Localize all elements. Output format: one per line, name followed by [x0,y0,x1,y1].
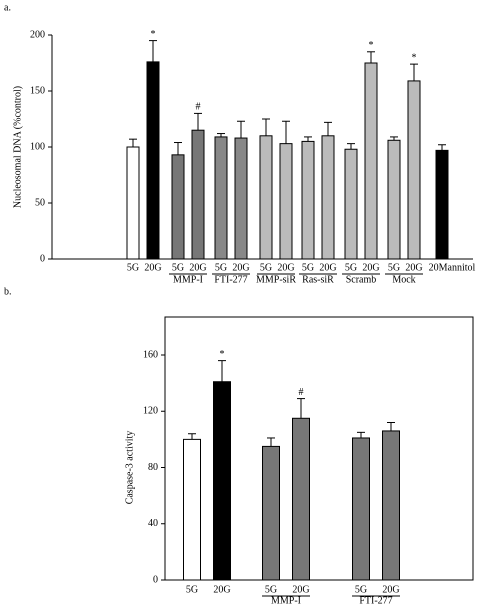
bar [262,445,280,581]
bar [321,135,335,260]
bar [352,437,370,581]
y-tick-label: 0 [40,253,45,264]
x-tick-label: 20G [382,584,399,595]
group-label: FTI-277 [359,595,392,605]
x-tick-label: 5G [260,262,272,273]
y-tick-label: 100 [30,141,45,152]
annotation: * [220,349,225,360]
x-tick-label: 5G [127,262,139,273]
y-axis-title: Nucleosomal DNA (%control) [12,86,23,208]
group-label: MMP-I [271,595,301,605]
panel-label: a. [4,2,11,13]
bar [183,438,201,581]
y-tick-label: 150 [30,85,45,96]
x-tick-label: 20Mannitol [429,262,476,273]
y-tick-label: 200 [30,29,45,40]
annotation: * [412,52,417,63]
x-tick-label: 20G [277,262,294,273]
x-tick-label: 20G [189,262,206,273]
bar [126,146,140,260]
panel-label: b. [4,286,12,297]
x-tick-label: 5G [388,262,400,273]
group-label: Ras-siR [302,274,334,285]
bar [382,430,400,581]
annotation: * [369,40,374,51]
group-label: Scramb [346,274,377,285]
bar [171,154,185,260]
y-tick-label: 80 [148,462,158,473]
y-axis-title: Caspase-3 activity [124,431,135,505]
bar [344,148,358,260]
y-tick-label: 160 [143,349,158,360]
x-tick-label: 20G [232,262,249,273]
y-tick-label: 40 [148,518,158,529]
bar [407,80,421,260]
y-tick-label: 120 [143,406,158,417]
y-tick-label: 50 [35,197,45,208]
x-tick-label: 5G [302,262,314,273]
bar [364,62,378,260]
x-tick-label: 20G [213,584,230,595]
x-tick-label: 20G [362,262,379,273]
bar [214,136,228,260]
x-tick-label: 20G [292,584,309,595]
x-tick-label: 20G [144,262,161,273]
bar [213,381,231,581]
y-tick-label: 0 [153,574,158,585]
bar [234,137,248,260]
bar [279,143,293,260]
bar [191,129,205,260]
x-tick-label: 5G [215,262,227,273]
bar [292,417,310,581]
x-tick-label: 20G [319,262,336,273]
x-tick-label: 5G [355,584,367,595]
annotation: # [299,387,304,398]
bar [387,139,401,260]
x-tick-label: 20G [405,262,422,273]
group-label: FTI-277 [214,274,247,285]
group-label: Mock [392,274,415,285]
x-tick-label: 5G [265,584,277,595]
bar [301,140,315,260]
group-label: MMP-siR [256,274,296,285]
group-label: MMP-I [173,274,203,285]
annotation: * [151,29,156,40]
bar [259,135,273,260]
bar [146,61,160,260]
bar [435,149,449,260]
x-tick-label: 5G [172,262,184,273]
plot-frame [164,316,474,581]
annotation: # [196,102,201,113]
x-tick-label: 5G [345,262,357,273]
x-tick-label: 5G [186,584,198,595]
